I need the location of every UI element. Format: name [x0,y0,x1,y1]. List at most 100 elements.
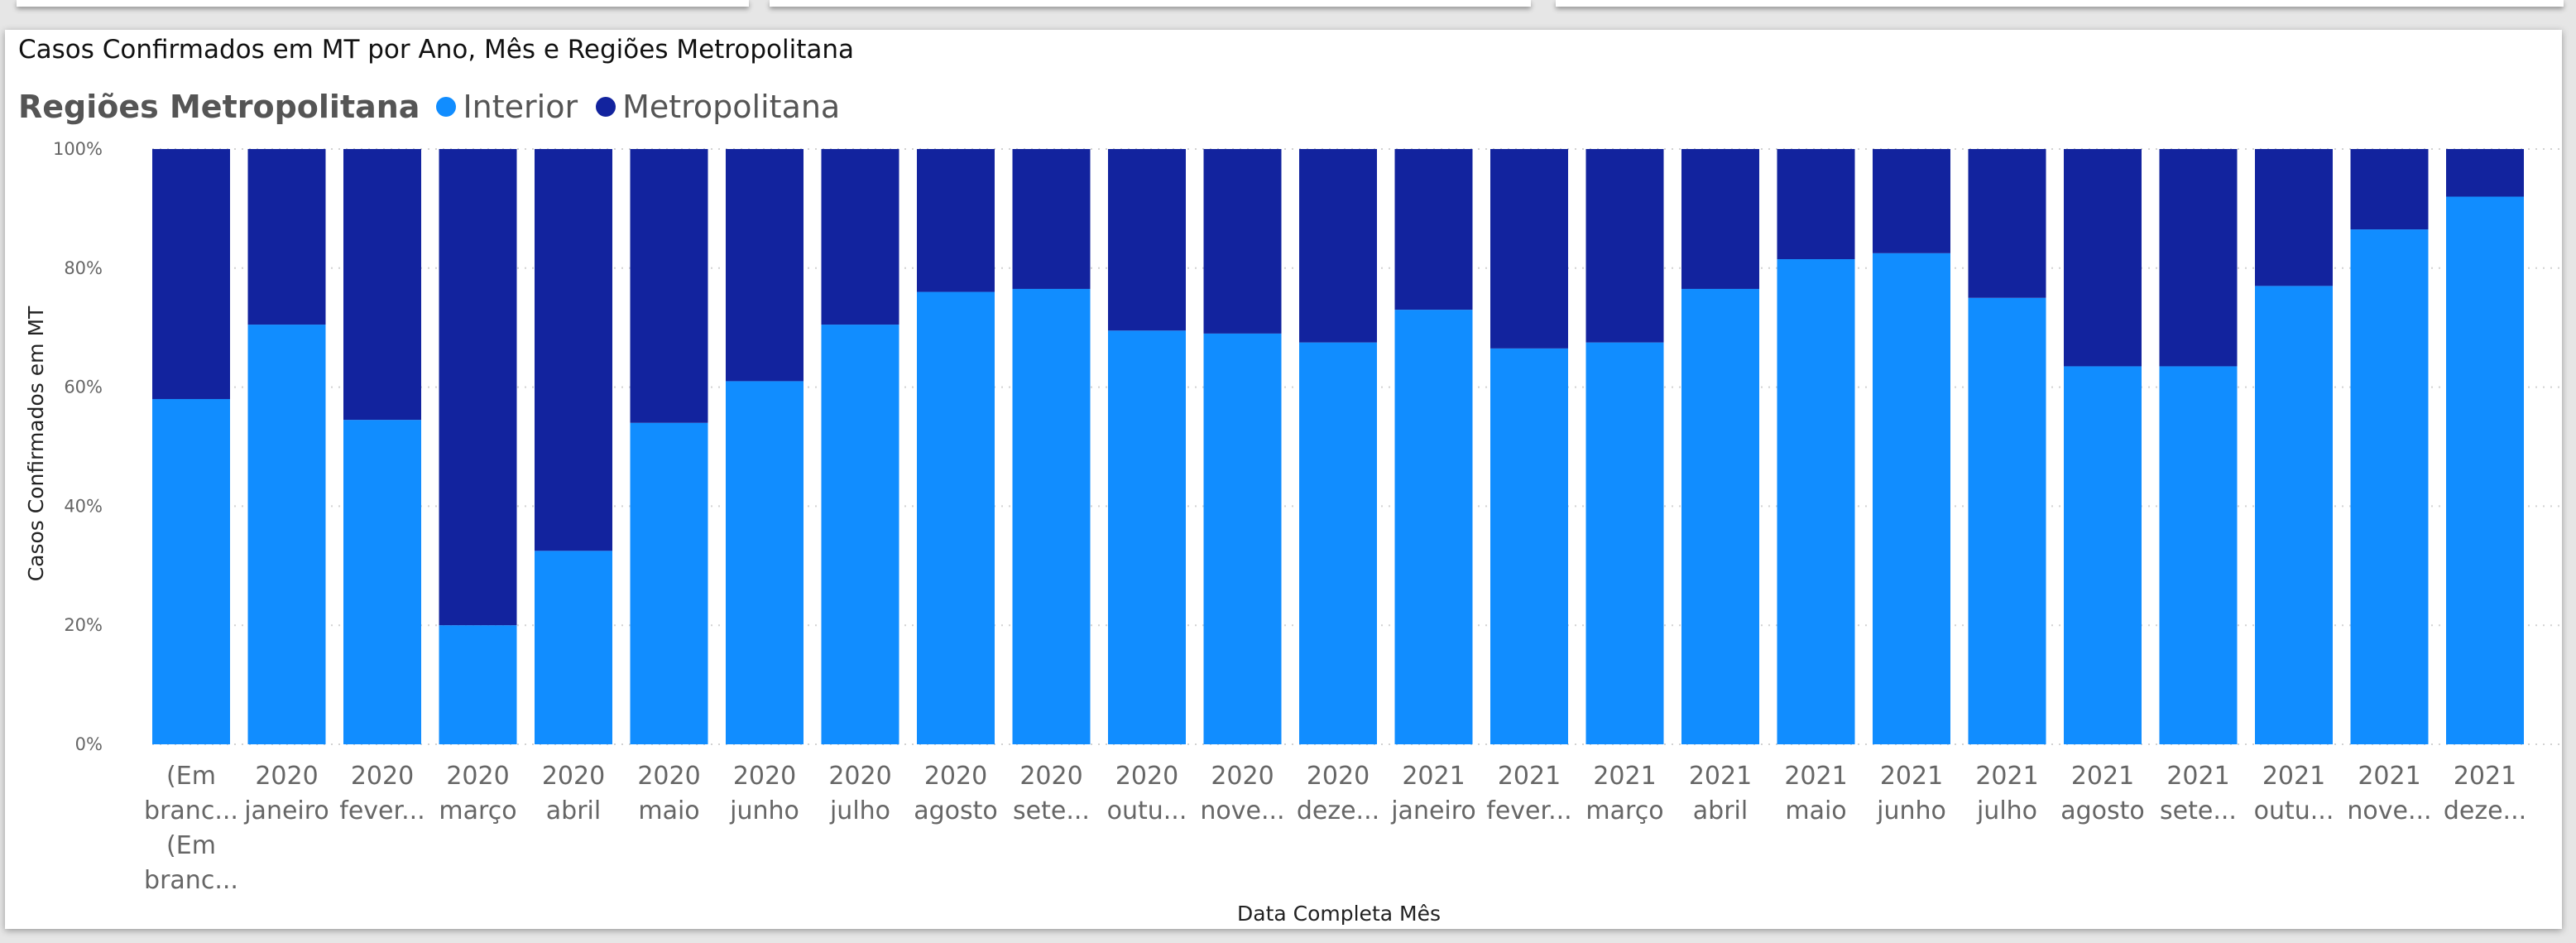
bar-segment-interior[interactable] [1873,253,1950,744]
bar-segment-interior[interactable] [152,398,230,744]
x-tick-label: sete... [1013,796,1090,825]
bar-segment-interior[interactable] [630,422,708,744]
bar-segment-interior[interactable] [1490,348,1568,744]
bar-segment-interior[interactable] [2255,286,2333,744]
x-tick-label: janeiro [1390,796,1476,825]
x-tick-label: 2020 [828,762,891,791]
x-tick-label: branc... [144,866,238,895]
bar-segment-metropolitana[interactable] [1968,149,2046,298]
bar-segment-metropolitana[interactable] [2159,149,2238,367]
chart-legend: Regiões Metropolitana Interior Metropoli… [18,86,858,127]
bar-segment-interior[interactable] [2159,366,2238,744]
x-tick-label: branc... [144,796,238,825]
x-tick-label: 2021 [1784,762,1847,791]
x-tick-label: nove... [1200,796,1284,825]
x-tick-label: abril [546,796,601,825]
x-tick-label: 2020 [1307,762,1370,791]
bar-segment-metropolitana[interactable] [630,149,708,423]
bar-segment-interior[interactable] [1108,330,1186,744]
x-tick-label: 2021 [2262,762,2325,791]
legend-item-interior[interactable]: Interior [436,89,578,125]
bar-segment-metropolitana[interactable] [1203,149,1282,334]
bar-segment-interior[interactable] [1585,342,1664,744]
x-tick-label: deze... [1297,796,1379,825]
bar-segment-metropolitana[interactable] [1299,149,1377,343]
x-tick-label: 2021 [1593,762,1656,791]
x-tick-label: deze... [2444,796,2526,825]
bar-segment-metropolitana[interactable] [1585,149,1664,343]
bar-segment-metropolitana[interactable] [2255,149,2333,286]
bar-segment-metropolitana[interactable] [439,149,517,626]
legend-label-interior: Interior [463,89,578,125]
legend-dot-interior-icon [436,97,457,117]
x-tick-label: janeiro [243,796,329,825]
legend-item-metropolitana[interactable]: Metropolitana [596,89,840,125]
bar-segment-interior[interactable] [917,291,995,744]
x-tick-label: 2020 [1019,762,1082,791]
bar-segment-interior[interactable] [2064,366,2142,744]
bar-segment-interior[interactable] [535,551,612,744]
bar-segment-metropolitana[interactable] [247,149,326,325]
bar-segment-metropolitana[interactable] [343,149,421,421]
bar-segment-metropolitana[interactable] [535,149,612,551]
x-tick-label: outu... [2254,796,2334,825]
x-tick-label: junho [729,796,799,825]
chart-visual[interactable]: Casos Confirmados em MT por Ano, Mês e R… [5,30,2562,929]
bar-segment-metropolitana[interactable] [152,149,230,399]
bar-segment-metropolitana[interactable] [1490,149,1568,349]
x-tick-label: março [1585,796,1663,825]
x-tick-label: nove... [2347,796,2431,825]
bar-segment-metropolitana[interactable] [917,149,995,292]
x-tick-label: outu... [1107,796,1187,825]
chart-plot-area: 0% 20% 40% 60% 80% 100% (Em branc... (Em branc..… [24,139,2562,926]
bar-segment-metropolitana[interactable] [1394,149,1473,310]
bar-segment-metropolitana[interactable] [1777,149,1855,260]
bar-segment-interior[interactable] [247,325,326,744]
x-tick-label: 2020 [1211,762,1274,791]
y-tick-label: 60% [64,378,103,397]
chart-title: Casos Confirmados em MT por Ano, Mês e R… [18,35,854,65]
bar-segment-interior[interactable] [1203,333,1282,744]
bar-segment-interior[interactable] [1681,288,1759,745]
bar-segment-interior[interactable] [343,420,421,744]
y-tick-label: 100% [53,139,103,159]
bar-segment-interior[interactable] [821,325,899,744]
x-tick-label: 2021 [2071,762,2134,791]
y-tick-label: 40% [64,496,103,516]
bar-segment-metropolitana[interactable] [1873,149,1950,253]
x-tick-label: agosto [2060,796,2145,825]
bar-segment-metropolitana[interactable] [821,149,899,325]
bar-segment-interior[interactable] [2350,229,2429,744]
legend-title: Regiões Metropolitana [18,89,420,125]
y-tick-label: 0% [75,734,103,754]
bar-segment-interior[interactable] [2446,196,2524,744]
x-tick-label: 2021 [1402,762,1465,791]
bar-segment-metropolitana[interactable] [1108,149,1186,331]
x-tick-label: maio [1785,796,1846,825]
x-axis-title: Data Completa Mês [1237,902,1441,926]
bar-segment-metropolitana[interactable] [2064,149,2142,367]
top-visual-strip-left [17,0,749,7]
bar-segment-metropolitana[interactable] [1012,149,1091,289]
x-tick-label: junho [1876,796,1946,825]
bar-segment-interior[interactable] [726,381,804,744]
x-tick-label: agosto [914,796,998,825]
bar-segment-interior[interactable] [1777,259,1855,744]
x-tick-label: 2021 [1975,762,2038,791]
x-tick-label: 2020 [255,762,318,791]
bar-segment-metropolitana[interactable] [2350,149,2429,230]
x-tick-label: 2021 [2166,762,2229,791]
bar-segment-interior[interactable] [439,625,517,744]
x-tick-label: 2020 [351,762,414,791]
x-tick-label: 2020 [542,762,605,791]
x-tick-label: (Em [166,762,216,791]
bar-segment-metropolitana[interactable] [2446,149,2524,197]
bar-segment-metropolitana[interactable] [726,149,804,382]
y-tick-label: 80% [64,258,103,278]
bar-segment-interior[interactable] [1012,288,1091,745]
legend-dot-metropolitana-icon [596,97,616,117]
bar-segment-metropolitana[interactable] [1681,149,1759,289]
bar-segment-interior[interactable] [1394,310,1473,744]
bar-segment-interior[interactable] [1968,297,2046,744]
bar-segment-interior[interactable] [1299,342,1377,744]
